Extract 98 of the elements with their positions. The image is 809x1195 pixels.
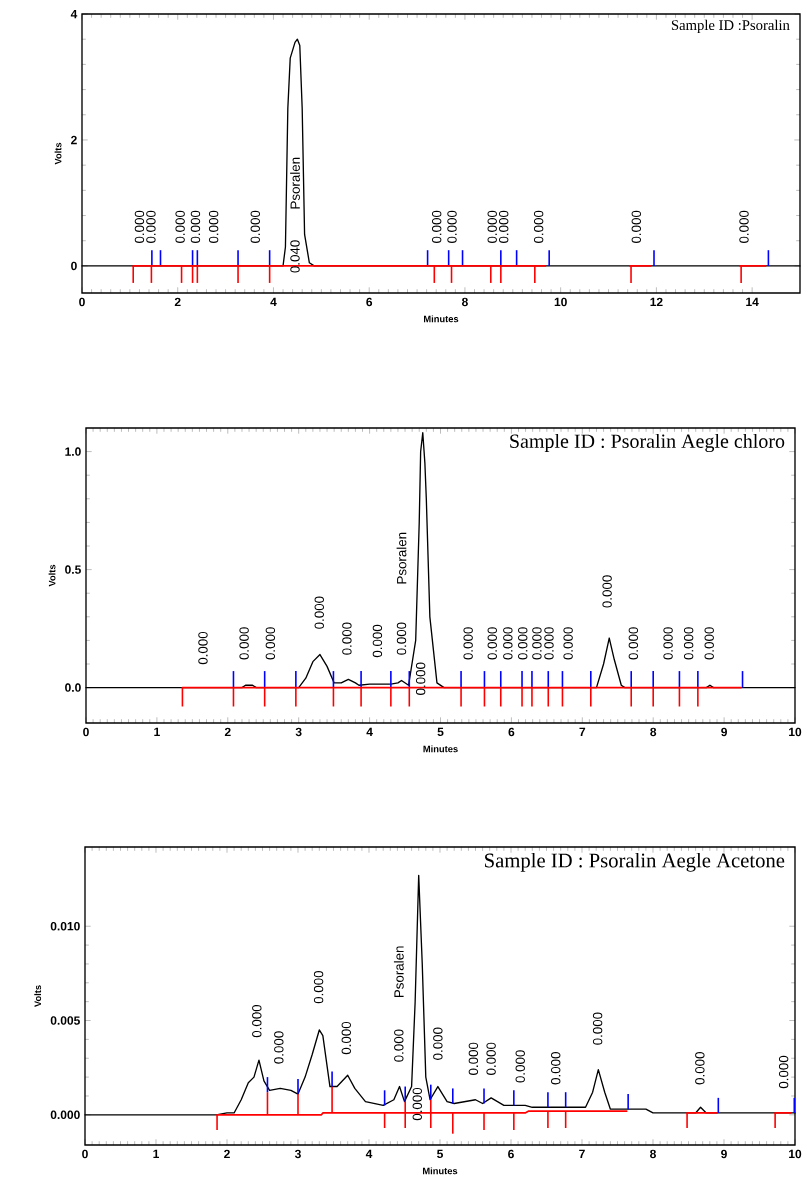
- x-tick-label: 7: [579, 727, 586, 736]
- annotation: 0.000: [515, 1050, 525, 1083]
- annotation: 0.000: [487, 627, 497, 660]
- annotation: Psoralen: [393, 946, 404, 998]
- x-tick-label: 5: [437, 1149, 443, 1159]
- x-tick-label: 6: [508, 727, 515, 737]
- annotation: 0.000: [274, 1031, 284, 1064]
- x-tick-label: 4: [365, 1149, 373, 1158]
- chart-title: Sample ID : Psoralin Aegle Acetone: [485, 852, 785, 872]
- x-tick-label: 2: [174, 297, 181, 307]
- annotation: 0.000: [563, 627, 573, 660]
- y-tick-label: 4: [70, 9, 78, 19]
- annotation: 0.000: [431, 210, 442, 244]
- annotation: 0.000: [683, 627, 694, 660]
- y-tick-label: 0.005: [50, 1016, 80, 1025]
- x-tick-label: 10: [789, 1149, 802, 1159]
- x-tick-label: 1: [153, 1149, 159, 1158]
- x-tick-label: 8: [461, 297, 468, 307]
- annotation: 0.000: [313, 970, 324, 1004]
- x-tick-label: 7: [579, 1149, 585, 1158]
- x-tick-label: 2: [224, 1149, 230, 1159]
- annotation: 0.000: [433, 1027, 443, 1060]
- annotation: 0.000: [463, 627, 473, 660]
- annotation: 0.000: [533, 210, 544, 244]
- annotation: 0.000: [544, 627, 554, 660]
- annotation: 0.000: [265, 627, 276, 660]
- y-tick-label: 0.5: [65, 565, 81, 574]
- annotation: 0.000: [190, 210, 201, 244]
- x-tick-label: 10: [789, 727, 802, 737]
- annotation: 0.000: [739, 210, 749, 244]
- chart-title: Sample ID :Psoralin: [671, 19, 790, 34]
- y-tick-label: 0.0: [65, 683, 81, 692]
- annotation: 0.000: [134, 210, 145, 244]
- annotation: 0.000: [342, 622, 352, 655]
- x-tick-label: 3: [294, 1149, 301, 1159]
- x-tick-label: 1: [154, 727, 160, 736]
- annotation: Psoralen: [396, 532, 407, 584]
- y-tick-label: 1.0: [65, 447, 81, 456]
- x-tick-label: 8: [650, 727, 657, 737]
- x-tick-label: 0: [82, 1149, 88, 1159]
- annotation: 0.000: [503, 627, 513, 660]
- x-tick-label: 14: [746, 297, 759, 306]
- annotation: 0.040: [290, 240, 300, 273]
- y-tick-label: 0: [71, 261, 77, 271]
- y-tick-label: 0.000: [50, 1110, 80, 1120]
- annotation: 0.000: [250, 210, 260, 244]
- chart-title: Sample ID : Psoralin Aegle chloro: [510, 433, 785, 453]
- x-tick-label: 2: [224, 727, 231, 737]
- x-tick-label: 6: [366, 297, 373, 307]
- annotation: 0.000: [592, 1012, 603, 1045]
- y-tick-label: 0.010: [50, 921, 80, 931]
- annotation: 0.000: [704, 627, 714, 660]
- annotation: 0.000: [146, 210, 156, 244]
- annotation: 0.000: [468, 1042, 479, 1075]
- x-axis-title: Minutes: [423, 745, 458, 753]
- annotation: Psoralen: [290, 157, 300, 209]
- x-tick-label: 10: [554, 297, 567, 307]
- annotation: 0.000: [396, 622, 407, 655]
- annotation: 0.000: [518, 627, 528, 660]
- x-axis-title: Minutes: [423, 1167, 458, 1175]
- annotation: 0.000: [663, 627, 673, 660]
- annotation: 0.000: [498, 210, 509, 244]
- x-tick-label: 9: [721, 1149, 727, 1159]
- annotation: 0.000: [394, 1029, 404, 1062]
- annotation: 0.000: [372, 624, 383, 658]
- x-tick-label: 3: [295, 727, 302, 737]
- annotation: 0.000: [487, 210, 497, 244]
- annotation: 0.000: [239, 627, 249, 660]
- y-axis-title: Volts: [48, 564, 56, 587]
- annotation: 0.000: [412, 1087, 422, 1121]
- annotation: 0.000: [175, 210, 185, 244]
- x-tick-label: 4: [270, 297, 277, 306]
- x-tick-label: 4: [366, 727, 373, 736]
- annotation: 0.000: [532, 627, 542, 660]
- annotation: 0.000: [314, 596, 324, 629]
- annotation: 0.000: [486, 1042, 496, 1075]
- annotation: 0.000: [198, 631, 208, 665]
- x-tick-label: 6: [508, 1149, 514, 1159]
- x-tick-label: 12: [650, 297, 663, 307]
- annotation: 0.000: [447, 210, 457, 244]
- x-axis-title: Minutes: [424, 315, 459, 323]
- x-tick-label: 5: [437, 727, 444, 737]
- y-axis-title: Volts: [54, 142, 62, 165]
- annotation: 0.000: [778, 1055, 789, 1089]
- y-axis-title: Volts: [34, 985, 42, 1007]
- x-tick-label: 9: [721, 727, 727, 737]
- annotation: 0.000: [551, 1052, 561, 1085]
- annotation: 0.000: [208, 210, 219, 244]
- annotation: 0.000: [602, 575, 612, 608]
- annotation: 0.000: [252, 1004, 262, 1038]
- annotation: 0.000: [415, 662, 426, 695]
- x-tick-label: 0: [83, 727, 89, 737]
- annotation: 0.000: [341, 1021, 351, 1055]
- annotation: 0.000: [628, 627, 639, 660]
- y-tick-label: 2: [71, 135, 77, 145]
- x-tick-label: 8: [650, 1149, 656, 1159]
- annotation: 0.000: [695, 1052, 705, 1085]
- annotation: 0.000: [631, 210, 642, 244]
